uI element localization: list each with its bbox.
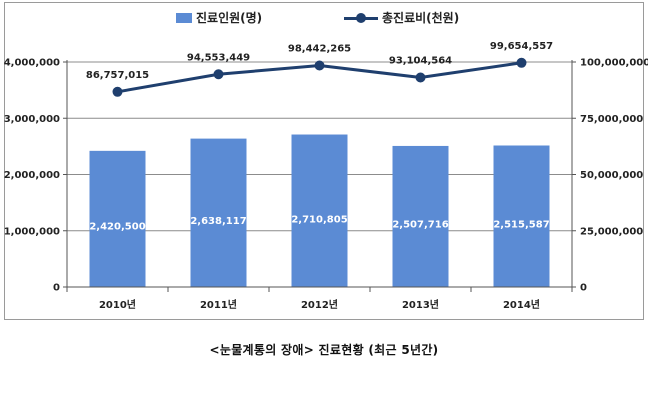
legend-item-line: 총진료비(천원) xyxy=(344,9,459,26)
y-left-tick-label: 1,000,000 xyxy=(4,226,60,237)
line-data-label: 99,654,557 xyxy=(490,41,553,52)
line-data-label: 98,442,265 xyxy=(288,44,351,55)
line-data-label: 94,553,449 xyxy=(187,52,250,63)
bar-data-label: 2,638,117 xyxy=(190,216,246,227)
legend-label-bar: 진료인원(명) xyxy=(196,11,263,25)
x-tick-label: 2014년 xyxy=(503,298,540,311)
chart-legend: 진료인원(명) 총진료비(천원) xyxy=(0,9,648,29)
bar-data-label: 2,420,500 xyxy=(89,222,145,233)
legend-bar-swatch xyxy=(176,12,192,23)
y-right-tick-label: 50,000,000 xyxy=(580,170,643,181)
bar xyxy=(89,150,146,287)
bar xyxy=(493,145,550,287)
y-right-tick-label: 75,000,000 xyxy=(580,114,643,125)
line-data-label: 86,757,015 xyxy=(86,70,149,81)
bar xyxy=(392,145,449,287)
legend-item-bar: 진료인원(명) xyxy=(176,9,262,26)
bar-data-label: 2,710,805 xyxy=(291,214,347,225)
line-data-label: 93,104,564 xyxy=(389,56,452,67)
line-point xyxy=(314,60,325,71)
y-left-tick-label: 0 xyxy=(53,283,60,294)
y-left-tick-label: 4,000,000 xyxy=(4,58,60,69)
y-right-tick-label: 100,000,000 xyxy=(580,58,648,69)
x-tick-label: 2011년 xyxy=(200,298,237,311)
y-right-tick-label: 25,000,000 xyxy=(580,226,643,237)
y-right-tick-label: 0 xyxy=(580,283,587,294)
bar-data-label: 2,507,716 xyxy=(392,220,448,231)
x-tick-label: 2013년 xyxy=(402,298,439,311)
line-point xyxy=(516,57,527,68)
x-tick-label: 2010년 xyxy=(99,298,136,311)
x-tick-label: 2012년 xyxy=(301,298,338,311)
bar-data-label: 2,515,587 xyxy=(493,219,549,230)
legend-line-swatch xyxy=(344,12,378,23)
line-point xyxy=(415,72,426,83)
legend-label-line: 총진료비(천원) xyxy=(382,11,460,25)
figure-caption: <눈물계통의 장애> 진료현황 (최근 5년간) xyxy=(209,343,439,357)
line-point xyxy=(112,86,123,97)
y-left-tick-label: 2,000,000 xyxy=(4,170,60,181)
bar xyxy=(190,138,247,287)
y-left-tick-label: 3,000,000 xyxy=(4,114,60,125)
line-point xyxy=(213,69,224,80)
bar xyxy=(291,134,348,287)
